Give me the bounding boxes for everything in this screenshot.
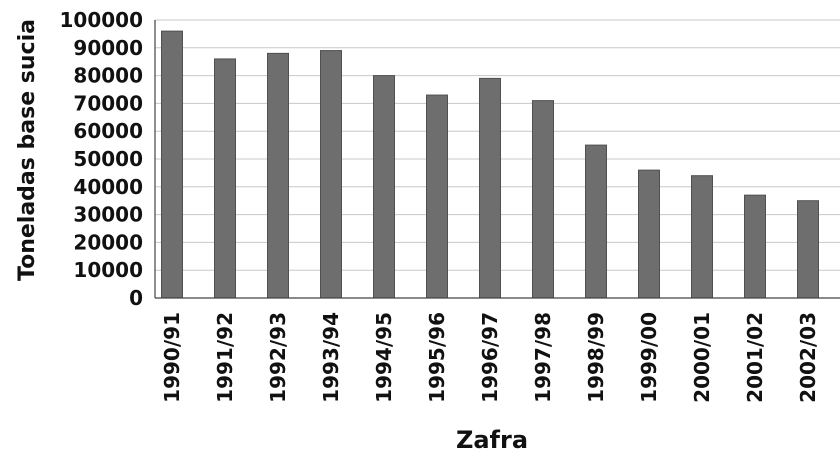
x-axis-label: Zafra xyxy=(456,426,528,454)
x-tick-label: 2002/03 xyxy=(796,312,820,403)
y-tick-label: 20000 xyxy=(73,230,143,254)
x-tick-labels: 1990/91 1991/92 1992/93 1993/94 1994/95 1995/… xyxy=(160,312,820,403)
y-tick-label: 60000 xyxy=(73,119,143,143)
bar-1997-98 xyxy=(532,100,554,299)
x-tick-label: 1994/95 xyxy=(372,312,396,403)
bar-1995-96 xyxy=(426,94,448,299)
y-tick-label: 30000 xyxy=(73,203,143,227)
bar-1993-94 xyxy=(320,50,342,299)
bar-1999-00 xyxy=(638,169,660,299)
y-tick-label: 0 xyxy=(129,286,143,310)
bar-1990-91 xyxy=(161,30,183,299)
y-tick-label: 100000 xyxy=(60,8,144,32)
bar-1991-92 xyxy=(214,58,236,299)
x-tick-label: 2001/02 xyxy=(743,312,767,403)
x-tick-label: 1992/93 xyxy=(266,312,290,403)
bar-1994-95 xyxy=(373,75,395,299)
x-tick-label: 2000/01 xyxy=(690,312,714,403)
x-tick-label: 1996/97 xyxy=(478,312,502,403)
x-tick-label: 1990/91 xyxy=(160,312,184,403)
bar-2002-03 xyxy=(797,200,819,299)
y-tick-labels: 0 10000 20000 30000 40000 50000 60000 70000 8000… xyxy=(60,8,144,310)
x-tick-label: 1997/98 xyxy=(531,312,555,403)
x-tick-label: 1998/99 xyxy=(584,312,608,403)
x-tick-label: 1995/96 xyxy=(425,312,449,403)
y-tick-label: 50000 xyxy=(73,147,143,171)
bar-1996-97 xyxy=(479,77,501,299)
x-tick-label: 1991/92 xyxy=(213,312,237,403)
x-tick-label: 1993/94 xyxy=(319,312,343,403)
bar-2001-02 xyxy=(744,194,766,299)
y-tick-label: 40000 xyxy=(73,175,143,199)
y-axis-label: Toneladas base sucia xyxy=(15,19,40,281)
y-tick-label: 90000 xyxy=(73,36,143,60)
y-tick-label: 80000 xyxy=(73,64,143,88)
x-tick-label: 1999/00 xyxy=(637,312,661,403)
y-tick-label: 70000 xyxy=(73,91,143,115)
bar-1992-93 xyxy=(267,52,289,299)
bar-1998-99 xyxy=(585,144,607,299)
bar-2000-01 xyxy=(691,175,713,299)
y-tick-label: 10000 xyxy=(73,258,143,282)
bars xyxy=(161,30,819,299)
